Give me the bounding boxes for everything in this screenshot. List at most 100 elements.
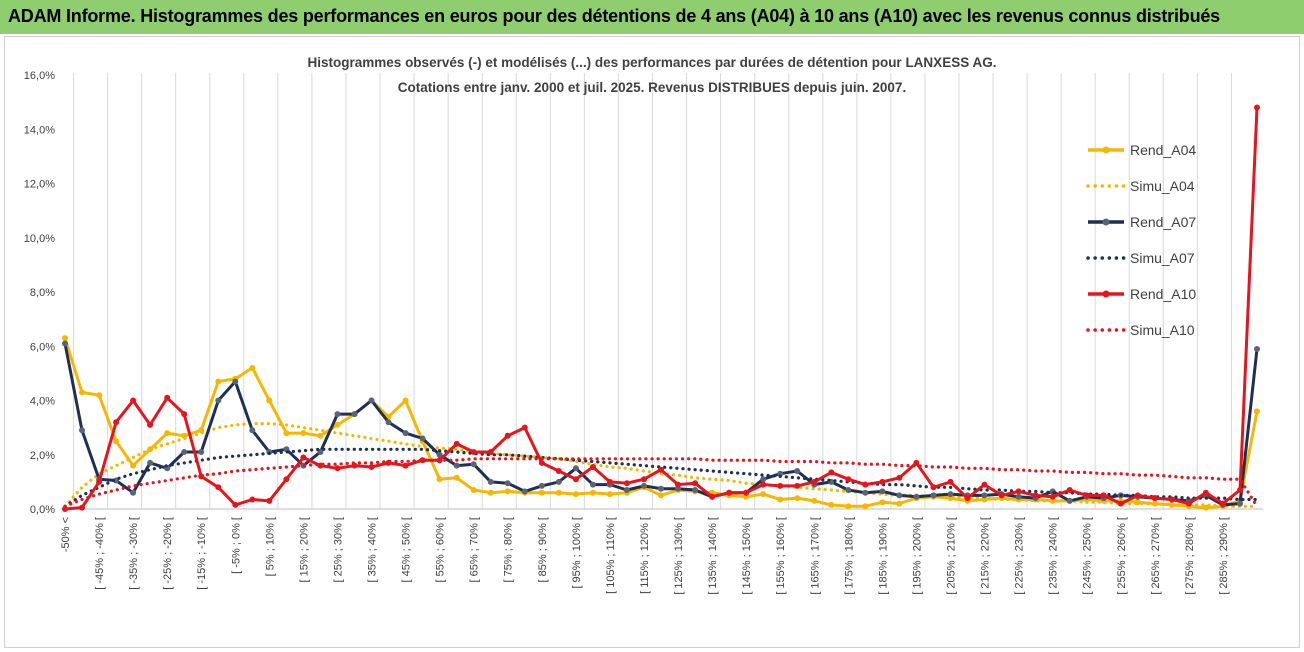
- data-point: [470, 487, 477, 493]
- data-point: [1151, 495, 1158, 502]
- data-point: [794, 482, 801, 489]
- report-title: ADAM Informe. Histogrammes des performan…: [8, 6, 1220, 26]
- x-tick-label: -50% <: [60, 517, 72, 552]
- series-line-simu-a10: [63, 457, 1259, 508]
- data-point: [436, 476, 443, 483]
- data-point: [828, 469, 835, 476]
- x-tick-label: [ 115% ; 120% [: [639, 517, 651, 594]
- x-tick-label: [ 35% ; 40% [: [367, 517, 379, 582]
- x-tick-label: [ 95% ; 100% [: [571, 517, 583, 589]
- data-point: [572, 491, 579, 498]
- data-point: [385, 419, 392, 426]
- data-point: [794, 468, 801, 474]
- legend-item: Rend_A07: [1088, 214, 1196, 230]
- data-point: [147, 421, 154, 428]
- x-tick-label: [ 25% ; 30% [: [332, 517, 344, 582]
- x-tick-label: [ 15% ; 20% [: [298, 517, 310, 582]
- x-tick-label: [ 55% ; 60% [: [435, 517, 447, 582]
- data-point: [1049, 493, 1056, 500]
- data-point: [658, 485, 664, 492]
- legend-item: Simu_A10: [1086, 322, 1195, 338]
- x-tick-label: [ 125% ; 130% [: [673, 517, 685, 595]
- legend-label: Rend_A07: [1130, 214, 1196, 230]
- x-tick-label: [ 195% ; 200% [: [911, 517, 923, 595]
- legend-marker: [1102, 218, 1110, 226]
- x-tick-label: [ 105% ; 110% [: [605, 517, 617, 594]
- legend-label: Rend_A04: [1130, 142, 1196, 158]
- data-point: [419, 435, 426, 442]
- data-point: [777, 496, 784, 503]
- series-points-rend-a10: [62, 104, 1260, 512]
- x-tick-label: [ 265% ; 270% [: [1150, 517, 1162, 595]
- data-point: [283, 430, 290, 437]
- data-point: [606, 491, 613, 498]
- x-tick-label: [ 215% ; 220% [: [980, 517, 992, 595]
- legend-item: Simu_A07: [1086, 250, 1195, 266]
- data-point: [930, 492, 937, 499]
- data-point: [470, 461, 477, 468]
- data-point: [862, 489, 869, 496]
- data-point: [402, 397, 409, 404]
- y-tick-label: 2,0%: [30, 450, 55, 462]
- data-point: [402, 462, 409, 469]
- series-points-rend-a07: [62, 340, 1260, 508]
- data-point: [1202, 489, 1209, 496]
- data-point: [62, 506, 68, 512]
- data-point: [589, 464, 596, 470]
- y-tick-label: 4,0%: [30, 396, 55, 408]
- data-point: [1015, 488, 1022, 495]
- data-point: [589, 481, 596, 488]
- data-point: [521, 424, 528, 431]
- data-point: [453, 440, 460, 447]
- grid-lines: [61, 73, 1263, 510]
- data-point: [538, 482, 545, 489]
- data-point: [572, 465, 579, 472]
- y-tick-label: 8,0%: [30, 287, 55, 299]
- data-point: [249, 427, 256, 434]
- data-point: [1032, 492, 1039, 499]
- data-point: [504, 480, 511, 487]
- chart-title: Histogrammes observés (-) et modélisés (…: [308, 55, 997, 70]
- data-point: [743, 493, 750, 500]
- data-point: [368, 464, 375, 470]
- data-point: [130, 489, 137, 496]
- data-point: [215, 484, 222, 491]
- data-point: [777, 482, 784, 489]
- data-point: [811, 497, 818, 504]
- data-point: [130, 397, 137, 404]
- data-point: [964, 495, 971, 502]
- data-point: [487, 478, 494, 485]
- data-point: [1254, 346, 1260, 352]
- y-tick-label: 12,0%: [24, 179, 55, 191]
- data-point: [181, 449, 188, 455]
- data-point: [436, 451, 443, 458]
- x-tick-label: [ 225% ; 230% [: [1014, 517, 1026, 595]
- data-point: [538, 489, 545, 496]
- data-point: [181, 411, 188, 418]
- x-tick-label: [ -35% ; -30% [: [128, 517, 140, 590]
- data-point: [1083, 492, 1090, 499]
- x-tick-label: [ 175% ; 180% [: [843, 517, 855, 595]
- data-point: [641, 476, 647, 483]
- data-point: [351, 411, 358, 418]
- data-point: [641, 482, 647, 489]
- data-point: [113, 438, 120, 445]
- data-point: [709, 493, 716, 500]
- data-point: [572, 476, 579, 483]
- series-line-simu-a04: [63, 422, 1259, 508]
- data-point: [1202, 504, 1209, 511]
- x-tick-label: [ 255% ; 260% [: [1116, 517, 1128, 595]
- data-point: [1254, 408, 1260, 415]
- data-point: [675, 481, 681, 488]
- data-point: [811, 478, 818, 485]
- x-tick-label: [ -15% ; -10% [: [196, 517, 208, 590]
- data-point: [266, 397, 273, 404]
- x-tick-label: [ 45% ; 50% [: [401, 517, 413, 582]
- data-point: [79, 504, 85, 511]
- y-tick-label: 14,0%: [24, 124, 55, 136]
- x-tick-label: [ 235% ; 240% [: [1048, 517, 1060, 595]
- x-tick-label: [ 275% ; 280% [: [1184, 517, 1196, 595]
- data-point: [96, 478, 103, 485]
- series-line-simu-a07: [63, 447, 1259, 508]
